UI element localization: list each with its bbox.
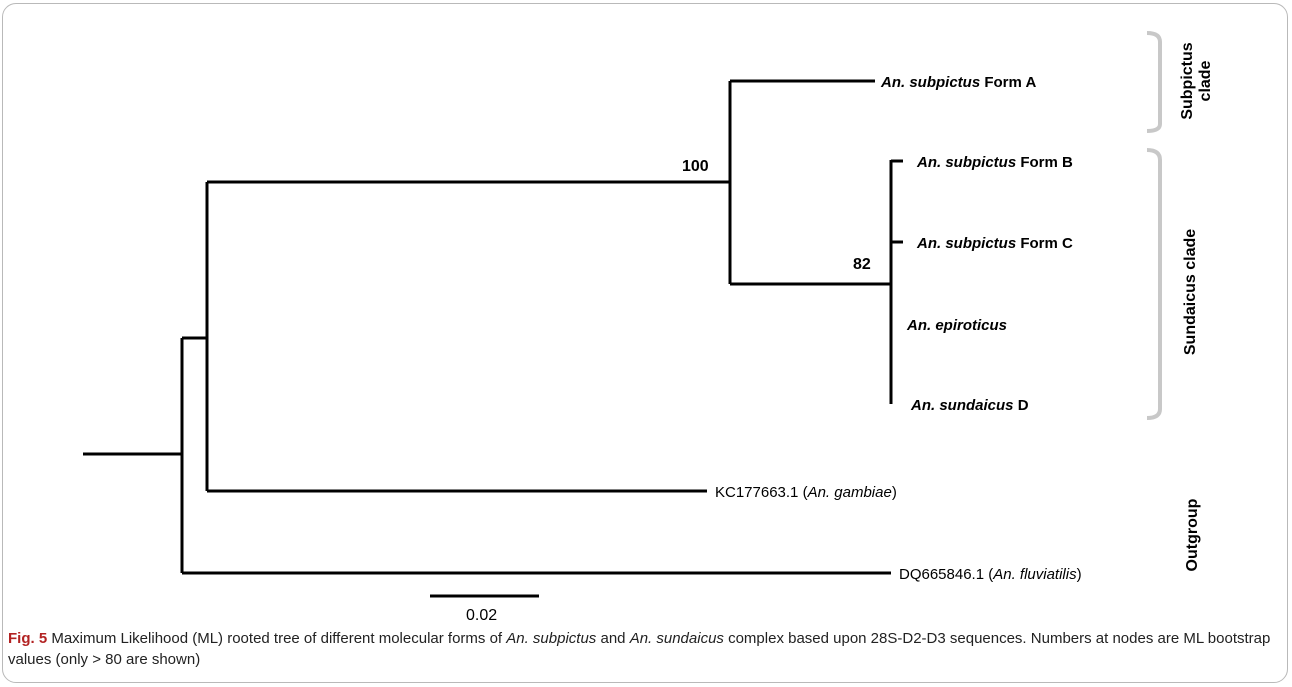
taxon-label-formA: An. subpictus Form A [880, 74, 1036, 91]
scale-bar-label: 0.02 [466, 607, 497, 624]
clade-brackets [1146, 31, 1162, 420]
taxon-label-formB: An. subpictus Form B [916, 154, 1073, 171]
clade-label-outgroup: Outgroup [1184, 498, 1201, 571]
bootstrap-node100: 100 [682, 158, 709, 175]
clade-label-sundaicus: Sundaicus clade [1182, 229, 1199, 355]
caption-species-2: An. sundaicus [629, 630, 724, 647]
caption-species-1: An. subpictus [506, 630, 597, 647]
taxon-label-fluviatilis: DQ665846.1 (An. fluviatilis) [899, 566, 1082, 583]
bootstrap-node82: 82 [853, 256, 871, 273]
taxon-label-sundaicusD: An. sundaicus D [910, 397, 1029, 414]
caption-text-1: Maximum Likelihood (ML) rooted tree of d… [47, 630, 507, 647]
caption-text-2: and [596, 630, 630, 647]
figure-label: Fig. 5 [8, 630, 48, 647]
taxon-label-epiroticus: An. epiroticus [906, 317, 1007, 334]
subpictus-bracket [1146, 31, 1162, 133]
taxon-label-formC: An. subpictus Form C [916, 235, 1073, 252]
svg-text:clade: clade [1197, 60, 1214, 101]
clade-label-subpictus: Subpictus clade [1179, 42, 1214, 119]
svg-text:Subpictus: Subpictus [1179, 42, 1196, 119]
tree-branches [83, 79, 903, 575]
taxon-label-gambiae: KC177663.1 (An. gambiae) [715, 484, 897, 501]
figure-frame [2, 3, 1288, 683]
sundaicus-bracket [1146, 148, 1162, 420]
figure-caption: Fig. 5 Maximum Likelihood (ML) rooted tr… [8, 628, 1278, 670]
caption-text-3: complex based upon 28S-D2-D3 sequences. … [8, 630, 1271, 668]
